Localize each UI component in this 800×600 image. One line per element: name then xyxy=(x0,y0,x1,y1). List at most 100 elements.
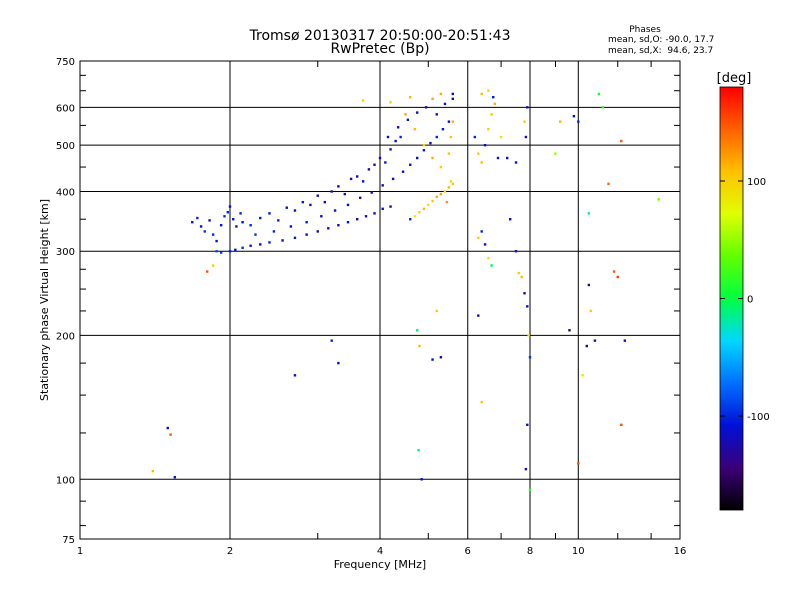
data-point xyxy=(443,190,447,193)
data-point xyxy=(415,329,419,332)
x-tick-label: 10 xyxy=(572,546,585,557)
x-tick-label: 4 xyxy=(377,546,383,557)
data-point xyxy=(417,449,420,452)
data-point xyxy=(523,292,526,295)
data-point xyxy=(451,97,455,101)
data-point xyxy=(435,135,438,139)
data-point xyxy=(492,95,495,99)
data-point xyxy=(526,106,529,109)
data-point xyxy=(526,423,529,427)
data-point xyxy=(483,243,487,246)
data-point xyxy=(439,92,443,96)
data-point xyxy=(389,100,392,104)
data-point xyxy=(589,309,593,313)
data-point xyxy=(477,236,480,240)
data-point xyxy=(235,225,238,228)
data-point xyxy=(316,194,319,197)
data-point xyxy=(239,212,242,215)
chart-title: Tromsø 20130317 20:50:00-20:51:43 xyxy=(249,28,511,44)
data-point xyxy=(355,175,359,178)
data-point xyxy=(327,227,330,230)
data-point xyxy=(289,225,293,228)
colorbar-tick-label: 0 xyxy=(747,295,753,306)
data-point xyxy=(427,203,430,207)
data-point xyxy=(208,219,211,222)
data-point xyxy=(249,224,252,227)
data-point xyxy=(429,141,432,145)
data-point xyxy=(418,211,421,214)
data-point xyxy=(587,283,591,287)
data-point xyxy=(568,329,571,332)
data-point xyxy=(301,200,305,204)
data-point xyxy=(370,191,373,194)
data-point xyxy=(337,361,340,365)
data-point xyxy=(241,221,244,224)
data-point xyxy=(493,102,497,106)
data-point xyxy=(355,218,359,221)
data-point xyxy=(420,478,423,481)
colorbar-tick-label: -100 xyxy=(747,412,770,423)
grid-lines xyxy=(80,61,680,539)
data-point xyxy=(523,120,526,123)
data-point xyxy=(337,185,340,188)
data-point xyxy=(435,195,438,198)
data-point xyxy=(281,239,284,242)
data-point xyxy=(203,230,206,233)
data-point xyxy=(514,250,518,253)
data-point xyxy=(367,168,371,171)
data-point xyxy=(409,95,412,99)
data-point xyxy=(277,219,280,222)
data-point xyxy=(441,127,445,131)
data-point xyxy=(272,230,276,233)
data-point xyxy=(524,135,528,139)
data-point xyxy=(215,239,218,243)
data-point xyxy=(293,209,297,212)
data-point xyxy=(364,215,368,218)
data-point xyxy=(415,156,419,160)
data-point xyxy=(554,152,557,155)
data-point xyxy=(394,139,397,143)
data-point xyxy=(381,207,384,211)
data-point xyxy=(293,236,297,240)
data-point xyxy=(451,92,455,96)
data-point xyxy=(173,476,177,479)
data-point xyxy=(226,211,230,214)
data-point xyxy=(445,200,449,204)
data-point xyxy=(451,182,455,186)
data-point xyxy=(526,305,529,308)
data-point xyxy=(581,374,584,377)
data-point xyxy=(435,113,438,116)
data-point xyxy=(389,148,392,151)
data-point xyxy=(447,120,451,123)
data-point xyxy=(316,230,319,233)
data-point xyxy=(657,198,660,201)
data-point xyxy=(473,135,477,139)
chart-subtitle: RwPretec (Bp) xyxy=(330,41,429,57)
data-point xyxy=(449,180,453,183)
y-tick-label: 600 xyxy=(56,103,75,114)
data-point xyxy=(373,212,376,215)
data-point xyxy=(477,314,480,317)
data-point xyxy=(483,143,487,147)
data-point xyxy=(358,196,362,200)
data-point xyxy=(215,250,218,253)
y-axis-ticks: 75 100 200 300 400 500 600 750 xyxy=(56,57,680,546)
x-axis-label: Frequency [MHz] xyxy=(334,558,426,571)
data-point xyxy=(166,426,169,430)
data-point xyxy=(199,225,203,228)
data-point xyxy=(508,218,512,221)
data-point xyxy=(232,218,235,221)
data-point xyxy=(228,250,232,253)
data-point xyxy=(399,135,402,139)
data-point xyxy=(587,212,591,215)
data-point xyxy=(616,275,619,279)
data-point xyxy=(268,241,271,244)
data-point xyxy=(480,92,483,96)
data-point xyxy=(477,152,480,155)
data-point xyxy=(451,120,455,123)
data-point xyxy=(211,264,215,267)
data-point xyxy=(205,270,209,273)
data-point xyxy=(572,114,576,118)
data-point xyxy=(323,200,327,204)
